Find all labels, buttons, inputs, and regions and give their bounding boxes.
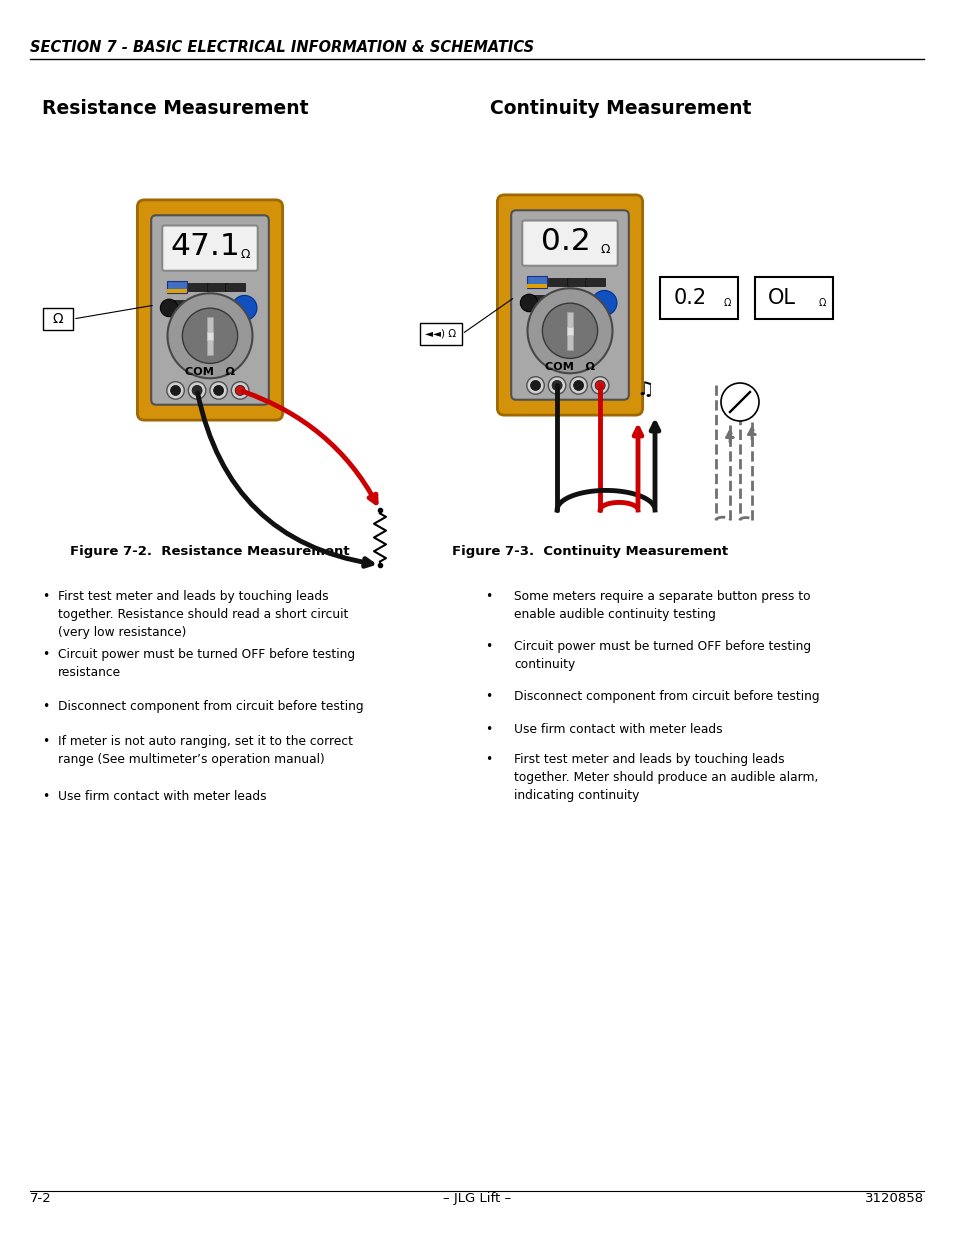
Circle shape xyxy=(188,382,206,399)
Bar xyxy=(528,295,548,303)
Circle shape xyxy=(530,380,540,390)
Circle shape xyxy=(552,380,561,390)
Bar xyxy=(547,295,567,303)
Bar xyxy=(584,295,604,303)
Circle shape xyxy=(569,377,587,394)
FancyBboxPatch shape xyxy=(151,215,269,405)
Circle shape xyxy=(595,380,604,390)
Text: •: • xyxy=(484,753,492,766)
Circle shape xyxy=(210,382,227,399)
Text: Disconnect component from circuit before testing: Disconnect component from circuit before… xyxy=(514,690,819,703)
Bar xyxy=(754,277,832,319)
Text: 47.1: 47.1 xyxy=(171,232,240,261)
Bar xyxy=(547,278,567,287)
Bar xyxy=(566,327,573,335)
FancyBboxPatch shape xyxy=(511,210,628,400)
Bar xyxy=(167,282,187,293)
Text: •: • xyxy=(42,735,50,748)
Circle shape xyxy=(591,290,617,315)
Bar xyxy=(526,277,547,288)
Circle shape xyxy=(171,385,180,395)
Text: Use firm contact with meter leads: Use firm contact with meter leads xyxy=(58,790,266,803)
Text: Circuit power must be turned OFF before testing
continuity: Circuit power must be turned OFF before … xyxy=(514,640,810,671)
Text: Disconnect component from circuit before testing: Disconnect component from circuit before… xyxy=(58,700,363,713)
Text: Ω: Ω xyxy=(818,298,825,308)
Text: SECTION 7 - BASIC ELECTRICAL INFORMATION & SCHEMATICS: SECTION 7 - BASIC ELECTRICAL INFORMATION… xyxy=(30,40,534,56)
Text: COM   Ω: COM Ω xyxy=(185,367,234,377)
Bar xyxy=(207,316,213,354)
Circle shape xyxy=(160,299,177,316)
Text: Continuity Measurement: Continuity Measurement xyxy=(490,99,751,119)
Text: Figure 7-2.  Resistance Measurement: Figure 7-2. Resistance Measurement xyxy=(71,545,350,558)
Bar xyxy=(188,300,208,308)
Circle shape xyxy=(213,385,223,395)
Text: If meter is not auto ranging, set it to the correct
range (See multimeter’s oper: If meter is not auto ranging, set it to … xyxy=(58,735,353,766)
Text: 0.2: 0.2 xyxy=(673,288,706,308)
Bar xyxy=(224,283,244,291)
FancyBboxPatch shape xyxy=(162,226,257,270)
Text: •: • xyxy=(42,590,50,603)
Text: First test meter and leads by touching leads
together. Meter should produce an a: First test meter and leads by touching l… xyxy=(514,753,818,802)
Bar xyxy=(224,300,244,308)
Circle shape xyxy=(168,293,253,378)
Text: •: • xyxy=(42,700,50,713)
Bar xyxy=(526,284,547,288)
Circle shape xyxy=(519,294,537,311)
Text: First test meter and leads by touching leads
together. Resistance should read a : First test meter and leads by touching l… xyxy=(58,590,348,638)
Text: •: • xyxy=(484,722,492,736)
Circle shape xyxy=(548,377,565,394)
Bar xyxy=(567,295,587,303)
Circle shape xyxy=(232,382,249,399)
Text: ◄◄) Ω: ◄◄) Ω xyxy=(425,329,456,338)
FancyBboxPatch shape xyxy=(137,200,282,420)
Text: Ω: Ω xyxy=(240,248,249,261)
Circle shape xyxy=(527,288,612,373)
Circle shape xyxy=(542,303,597,358)
Text: COM   Ω: COM Ω xyxy=(544,362,595,372)
Bar xyxy=(207,300,227,308)
Text: Use firm contact with meter leads: Use firm contact with meter leads xyxy=(514,722,721,736)
Bar xyxy=(43,308,73,330)
Circle shape xyxy=(192,385,202,395)
Circle shape xyxy=(182,309,237,363)
Text: 3120858: 3120858 xyxy=(864,1192,923,1205)
Circle shape xyxy=(167,382,184,399)
Bar xyxy=(167,289,187,293)
Bar xyxy=(188,283,208,291)
Text: •: • xyxy=(484,590,492,603)
Circle shape xyxy=(573,380,583,390)
Bar xyxy=(419,324,461,345)
Bar xyxy=(207,332,213,340)
Text: •: • xyxy=(42,790,50,803)
FancyBboxPatch shape xyxy=(521,221,618,266)
FancyBboxPatch shape xyxy=(497,195,642,415)
Text: •: • xyxy=(42,648,50,661)
Text: 0.2: 0.2 xyxy=(540,226,590,256)
Text: Some meters require a separate button press to
enable audible continuity testing: Some meters require a separate button pr… xyxy=(514,590,810,621)
Circle shape xyxy=(232,295,256,320)
Bar xyxy=(207,283,227,291)
Text: ♫: ♫ xyxy=(636,380,653,399)
Circle shape xyxy=(591,377,608,394)
Circle shape xyxy=(526,377,544,394)
Bar xyxy=(169,300,189,308)
Circle shape xyxy=(720,383,759,421)
Text: Circuit power must be turned OFF before testing
resistance: Circuit power must be turned OFF before … xyxy=(58,648,355,679)
Bar xyxy=(566,311,573,350)
Text: Ω: Ω xyxy=(722,298,730,308)
Bar xyxy=(659,277,738,319)
Text: Ω: Ω xyxy=(52,312,63,326)
Text: Figure 7-3.  Continuity Measurement: Figure 7-3. Continuity Measurement xyxy=(452,545,727,558)
Text: – JLG Lift –: – JLG Lift – xyxy=(442,1192,511,1205)
Circle shape xyxy=(234,385,245,395)
Text: •: • xyxy=(484,640,492,653)
Bar xyxy=(567,278,587,287)
Text: 7-2: 7-2 xyxy=(30,1192,51,1205)
Text: •: • xyxy=(484,690,492,703)
Text: Ω: Ω xyxy=(599,243,609,256)
Bar xyxy=(584,278,604,287)
Text: Resistance Measurement: Resistance Measurement xyxy=(42,99,308,119)
Text: OL: OL xyxy=(767,288,795,308)
